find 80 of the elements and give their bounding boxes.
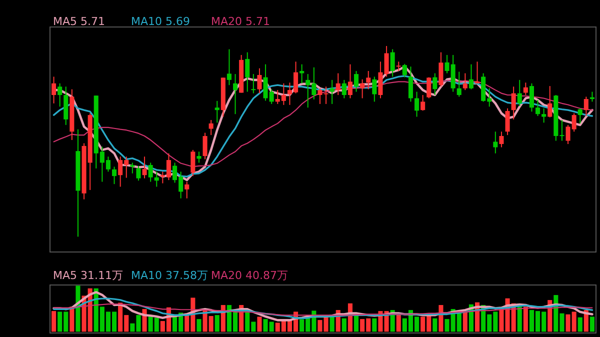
bar <box>196 319 202 332</box>
candlestick <box>414 91 420 118</box>
candlestick <box>511 86 516 120</box>
candlestick <box>366 70 371 90</box>
candlestick <box>142 156 147 179</box>
candlestick <box>438 52 444 88</box>
bar <box>330 316 334 332</box>
bar <box>523 306 528 332</box>
candlestick <box>420 94 426 112</box>
candlestick <box>432 72 438 96</box>
bar <box>342 318 346 332</box>
bar <box>214 315 220 332</box>
candlestick <box>360 78 365 99</box>
bar <box>354 315 359 332</box>
candlestick <box>154 171 159 188</box>
candlestick <box>505 108 510 136</box>
candlestick <box>251 74 256 94</box>
candlestick <box>548 86 552 118</box>
candlestick <box>372 76 377 102</box>
candlestick <box>112 166 117 185</box>
bar <box>462 312 468 332</box>
candlestick <box>384 46 389 78</box>
candlestick <box>536 99 540 116</box>
candlestick <box>462 72 468 91</box>
bar <box>590 316 594 332</box>
candlestick <box>390 48 395 78</box>
text: MA10 5.69 <box>131 15 190 28</box>
candlestick <box>336 72 340 96</box>
candlestick <box>184 181 190 199</box>
candlestick <box>523 82 528 96</box>
candlestick <box>208 119 214 136</box>
candlestick <box>542 108 546 124</box>
candlestick <box>214 100 220 124</box>
text: MA20 5.71 <box>211 15 270 28</box>
candlestick <box>426 76 432 99</box>
bar <box>318 320 322 332</box>
series-label: MA5 31.11万 <box>53 269 124 282</box>
candlestick <box>348 64 352 99</box>
candlestick <box>475 61 480 84</box>
series-label: MA10 37.58万 <box>131 269 208 282</box>
candlestick <box>499 131 504 148</box>
candlestick <box>578 108 582 124</box>
candlestick <box>456 71 462 98</box>
candlestick <box>342 79 346 99</box>
bar <box>499 309 504 332</box>
candlestick <box>468 64 474 90</box>
candlestick <box>196 151 202 164</box>
candlestick <box>136 165 141 182</box>
candlestick <box>52 76 56 104</box>
candlestick <box>202 132 208 160</box>
bar <box>578 317 582 332</box>
bar <box>372 318 377 332</box>
candlestick <box>584 96 588 116</box>
bar <box>432 318 438 332</box>
bar <box>52 311 56 332</box>
candlestick <box>324 86 328 104</box>
candlestick <box>378 61 383 99</box>
candlestick <box>300 64 304 84</box>
candlestick <box>58 82 62 108</box>
bar <box>257 316 262 332</box>
candlestick <box>148 162 153 182</box>
candlestick <box>257 68 262 94</box>
candlestick <box>402 63 407 78</box>
candlestick <box>233 74 238 115</box>
candlestick <box>529 82 534 112</box>
text: MA20 40.87万 <box>211 269 288 282</box>
candlestick <box>245 52 250 92</box>
candlestick <box>408 66 413 102</box>
text: MA5 5.71 <box>53 15 106 28</box>
bar <box>324 316 328 332</box>
candlestick <box>330 79 334 104</box>
bar <box>517 306 522 332</box>
bar <box>70 306 74 332</box>
candlestick <box>517 79 522 107</box>
candlestick <box>190 149 196 177</box>
candlestick <box>354 70 359 92</box>
candlestick <box>396 61 401 72</box>
candlestick <box>226 48 232 86</box>
candlestick <box>493 131 498 154</box>
candlestick <box>318 88 322 104</box>
